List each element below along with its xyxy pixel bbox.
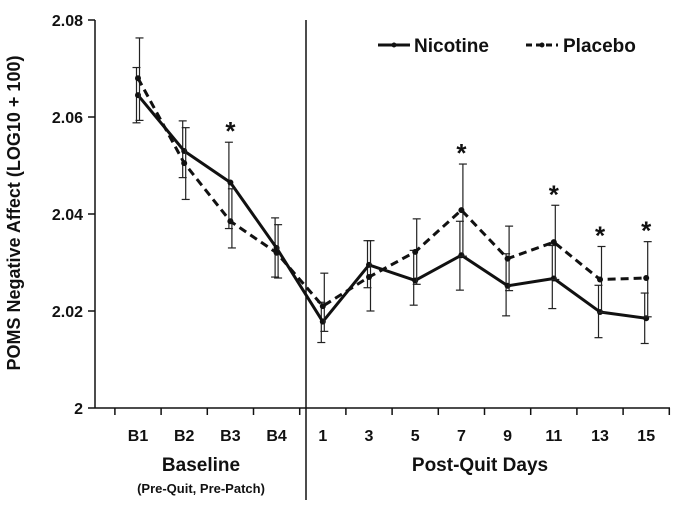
series-layer: [132, 37, 652, 345]
y-tick-label: 2.02: [52, 304, 83, 321]
y-tick-label: 2.06: [52, 110, 83, 127]
data-point-placebo: [181, 160, 188, 167]
series-nicotine: [132, 66, 650, 345]
significance-star: *: [456, 138, 467, 168]
x-tick-label: B1: [128, 428, 149, 445]
legend: Nicotine Placebo: [378, 36, 636, 57]
significance-star: *: [595, 220, 606, 250]
y-tick-label: 2.08: [52, 13, 83, 30]
x-tick-label: 1: [318, 428, 327, 445]
x-tick-label: 15: [637, 428, 655, 445]
y-tick-label: 2.04: [52, 207, 83, 224]
data-point-placebo: [135, 75, 141, 82]
significance-star: *: [549, 179, 560, 209]
x-tick-label: B2: [174, 428, 195, 445]
data-point-placebo: [504, 255, 511, 262]
data-point-placebo: [319, 303, 326, 310]
series-line-placebo: [136, 77, 647, 308]
x-tick-label: 5: [411, 428, 420, 445]
data-point-placebo: [227, 218, 234, 225]
data-point-placebo: [597, 276, 603, 283]
legend-label-placebo: Placebo: [563, 36, 636, 57]
data-point-placebo: [458, 207, 465, 214]
x-tick-label: 7: [457, 428, 466, 445]
x-tick-label: 13: [591, 428, 609, 445]
x-tick-label: 9: [503, 428, 512, 445]
x-axis-ticks: B1 B2 B3 B4 1 3 5 7 9 11 13 15: [114, 408, 671, 445]
legend-label-nicotine: Nicotine: [414, 36, 489, 57]
y-axis-label: POMS Negative Affect (LOG10 + 100): [4, 56, 24, 371]
series-line-nicotine: [136, 94, 647, 324]
data-point-placebo: [643, 275, 650, 282]
x-tick-label: B3: [220, 428, 241, 445]
y-axis-ticks: 2 2.02 2.04 2.06 2.08: [52, 13, 95, 418]
data-point-placebo: [273, 249, 280, 256]
y-tick-label: 2: [74, 401, 83, 418]
data-point-placebo: [412, 248, 419, 255]
data-point-nicotine: [181, 147, 188, 154]
data-point-nicotine: [227, 179, 234, 186]
group-label-baseline: Baseline: [162, 455, 240, 476]
group-sublabel-baseline: (Pre-Quit, Pre-Patch): [137, 481, 265, 496]
significance-star: *: [225, 116, 236, 146]
group-label-post-quit: Post-Quit Days: [412, 455, 548, 476]
x-tick-label: 11: [545, 428, 562, 445]
x-tick-label: B4: [266, 428, 287, 445]
significance-star: *: [641, 216, 652, 246]
data-point-placebo: [550, 239, 557, 246]
data-point-nicotine: [135, 92, 141, 99]
legend-marker-placebo: [539, 42, 545, 48]
legend-marker-nicotine: [391, 42, 397, 48]
significance-markers: * * * * *: [225, 116, 652, 250]
series-placebo: [135, 37, 652, 332]
x-tick-label: 3: [365, 428, 374, 445]
data-point-placebo: [366, 274, 372, 281]
